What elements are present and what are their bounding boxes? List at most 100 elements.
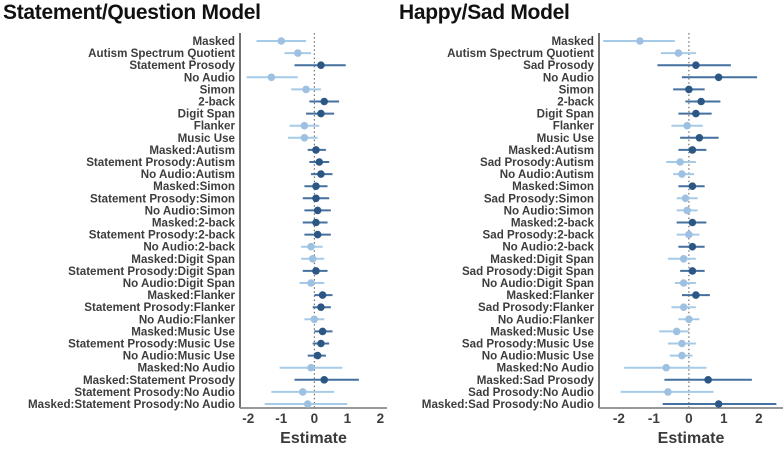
estimate-point (302, 85, 310, 94)
row-label: Statement Prosody:Autism (86, 156, 235, 169)
estimate-point (313, 206, 322, 215)
row-label: Statement Prosody:Simon (90, 192, 235, 205)
forest-row: Sad Prosody:2-back (483, 229, 700, 242)
row-label: Digit Span (178, 108, 235, 121)
row-label: Masked (192, 35, 235, 48)
row-label: Statement Prosody:Music Use (68, 338, 235, 351)
estimate-point (315, 158, 324, 166)
estimate-point (277, 37, 286, 45)
estimate-point (688, 146, 697, 154)
forest-row: No Audio:Digit Span (482, 277, 696, 290)
forest-row: Masked:No Audio (138, 362, 343, 375)
x-tick-label: -2 (242, 411, 254, 426)
row-label: Masked:Sad Prosody:No Audio (422, 398, 594, 411)
forest-row: Digit Span (178, 108, 335, 121)
estimate-point (313, 351, 322, 360)
row-label: No Audio:Autism (141, 168, 235, 181)
forest-row: No Audio (543, 71, 758, 84)
row-label: Statement Prosody:No Audio (74, 386, 235, 399)
estimate-point (307, 242, 315, 251)
estimate-point (676, 158, 684, 166)
estimate-point (714, 400, 723, 408)
forest-row: Simon (559, 83, 705, 96)
forest-row: No Audio:Music Use (123, 350, 326, 363)
row-label: Statement Prosody:Flanker (84, 301, 235, 314)
forest-row: 2-back (557, 96, 721, 109)
estimate-point (681, 194, 690, 203)
forest-row: Masked:Statement Prosody:No Audio (28, 398, 348, 411)
estimate-point (714, 73, 723, 82)
forest-row: Masked (551, 35, 675, 48)
forest-row: No Audio:Simon (145, 204, 331, 217)
estimate-point (678, 339, 686, 348)
row-label: No Audio:Flanker (498, 313, 595, 326)
forest-row: Statement Prosody:Flanker (84, 301, 331, 314)
estimate-point (317, 109, 325, 118)
estimate-point (688, 182, 697, 190)
x-tick-label: 1 (344, 411, 352, 426)
forest-row: Flanker (194, 120, 320, 133)
x-tick-label: 0 (311, 411, 319, 426)
estimate-point (267, 73, 276, 82)
forest-row: Statement Prosody:No Audio (74, 386, 335, 399)
forest-row: Sad Prosody:Autism (480, 156, 696, 169)
forest-row: No Audio:Simon (504, 204, 698, 217)
forest-row: Masked:Flanker (506, 289, 710, 302)
forest-row: Statement Prosody:Autism (86, 156, 330, 169)
forest-row: Digit Span (537, 108, 712, 121)
estimate-point (685, 315, 693, 324)
row-label: No Audio (543, 71, 594, 84)
row-label: No Audio:Autism (500, 168, 594, 181)
estimate-point (685, 85, 693, 94)
forest-row: Sad Prosody:Digit Span (462, 265, 705, 278)
row-label: Masked:Statement Prosody:No Audio (28, 398, 235, 411)
forest-row: No Audio:Music Use (482, 350, 693, 363)
row-label: No Audio (184, 71, 235, 84)
row-label: 2-back (198, 96, 235, 109)
forest-row: No Audio:2-back (502, 241, 705, 254)
forest-row: Masked:Sad Prosody:No Audio (422, 398, 777, 411)
panel-happy-sad-model: Happy/Sad Model -2 -1 0 1 2 Masked Autism Spec… (392, 0, 784, 457)
estimate-point (678, 351, 686, 360)
forest-row: No Audio:Autism (500, 168, 695, 181)
forest-row: Masked:Digit Span (131, 253, 325, 266)
row-label: Flanker (553, 120, 595, 133)
forest-row: Masked (192, 35, 307, 48)
estimate-point (695, 134, 704, 142)
row-label: Digit Span (537, 108, 594, 121)
row-label: Masked:Statement Prosody (83, 374, 236, 387)
estimate-point (312, 267, 320, 275)
row-label: Masked:Digit Span (131, 253, 235, 266)
row-label: Masked:Digit Span (490, 253, 594, 266)
forest-row: Music Use (537, 132, 719, 145)
estimate-point (688, 242, 697, 251)
row-label: Masked:Music Use (131, 325, 235, 338)
row-label: Masked:Flanker (506, 289, 594, 302)
estimate-point (636, 37, 644, 45)
forest-row: Sad Prosody:Flanker (478, 301, 696, 314)
estimate-point (683, 121, 691, 130)
forest-row: Masked:No Audio (497, 362, 707, 375)
estimate-point (318, 291, 327, 299)
forest-row: Statement Prosody (129, 59, 346, 72)
estimate-point (683, 206, 691, 215)
forest-row: Masked:2-back (152, 217, 328, 230)
estimate-point (662, 363, 670, 372)
row-label: Autism Spectrum Quotient (447, 47, 594, 60)
estimate-point (320, 97, 329, 106)
estimate-point (679, 254, 688, 263)
row-label: Masked:Sad Prosody (477, 374, 595, 387)
forest-row: Statement Prosody:Music Use (68, 338, 330, 351)
forest-row: Sad Prosody (523, 59, 731, 72)
estimate-point (307, 363, 315, 372)
forest-row: Masked:Simon (512, 180, 705, 193)
row-label: Music Use (537, 132, 595, 145)
row-label: No Audio:Digit Span (482, 277, 594, 290)
estimate-point (704, 376, 712, 384)
estimate-point (307, 279, 315, 287)
estimate-point (697, 97, 705, 106)
row-label: Masked:Autism (508, 144, 594, 157)
